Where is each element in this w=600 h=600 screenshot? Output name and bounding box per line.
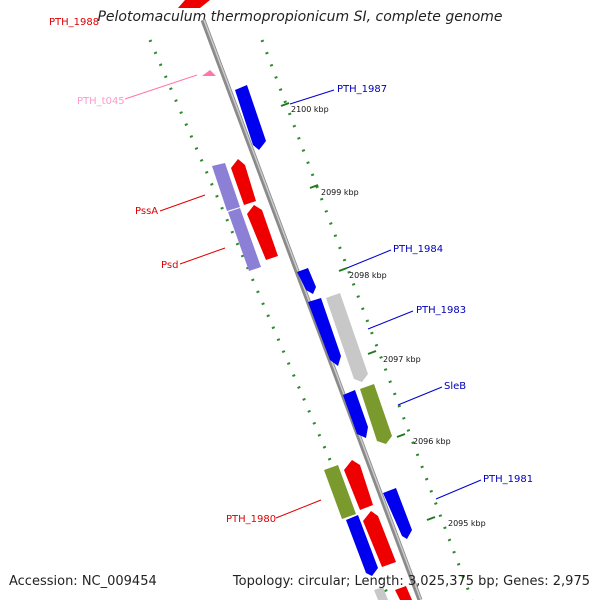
feature-pth-1980-blue[interactable]: [346, 515, 378, 576]
feature-pth-1984[interactable]: [297, 268, 316, 294]
feature-pth-1983[interactable]: [308, 298, 341, 366]
feature-pth-1980-red[interactable]: [363, 511, 396, 567]
label-pssa[interactable]: PssA: [135, 206, 158, 217]
feature-bottom-red: [395, 586, 412, 600]
outer-dash-track-right: [260, 39, 474, 600]
accession-text: Accession: NC_009454: [9, 574, 157, 589]
tick-label-2099: 2099 kbp: [321, 188, 359, 197]
tick-label-2100: 2100 kbp: [291, 105, 329, 114]
feature-pssa-orf[interactable]: [212, 163, 240, 211]
feature-pth-1981[interactable]: [383, 488, 412, 539]
tick-label-2098: 2098 kbp: [349, 271, 387, 280]
label-psd[interactable]: Psd: [161, 260, 178, 271]
tick-marks: [280, 102, 436, 521]
label-sleb[interactable]: SleB: [444, 381, 466, 392]
feature-psd[interactable]: [247, 205, 278, 260]
tick-label-2096: 2096 kbp: [413, 437, 451, 446]
label-pth-1984[interactable]: PTH_1984: [393, 244, 443, 255]
feature-pth-1980[interactable]: [344, 460, 373, 510]
feature-psd-orf[interactable]: [228, 208, 261, 271]
tick-label-2097: 2097 kbp: [383, 355, 421, 364]
label-pth-1988[interactable]: PTH_1988: [49, 17, 99, 28]
label-leaders: [124, 74, 482, 519]
feature-sleb[interactable]: [360, 384, 392, 444]
label-pth-t045[interactable]: PTH_t045: [77, 96, 125, 107]
label-pth-1983[interactable]: PTH_1983: [416, 305, 466, 316]
label-pth-1987[interactable]: PTH_1987: [337, 84, 387, 95]
label-pth-1980[interactable]: PTH_1980: [226, 514, 276, 525]
map-title: Pelotomaculum thermopropionicum SI, comp…: [97, 9, 503, 25]
feature-bottom-gray: [374, 587, 388, 600]
feature-pth-1988[interactable]: [178, 0, 210, 8]
feature-pth-t045[interactable]: [202, 70, 216, 76]
feature-pth-1983-orf[interactable]: [326, 293, 368, 382]
feature-sleb-blue[interactable]: [343, 390, 368, 438]
tick-label-2095: 2095 kbp: [448, 519, 486, 528]
genome-summary: Topology: circular; Length: 3,025,375 bp…: [232, 574, 590, 589]
feature-pth-1987[interactable]: [235, 85, 266, 150]
label-pth-1981[interactable]: PTH_1981: [483, 474, 533, 485]
feature-pth-1980-orf[interactable]: [324, 465, 356, 519]
feature-pssa[interactable]: [231, 159, 256, 205]
